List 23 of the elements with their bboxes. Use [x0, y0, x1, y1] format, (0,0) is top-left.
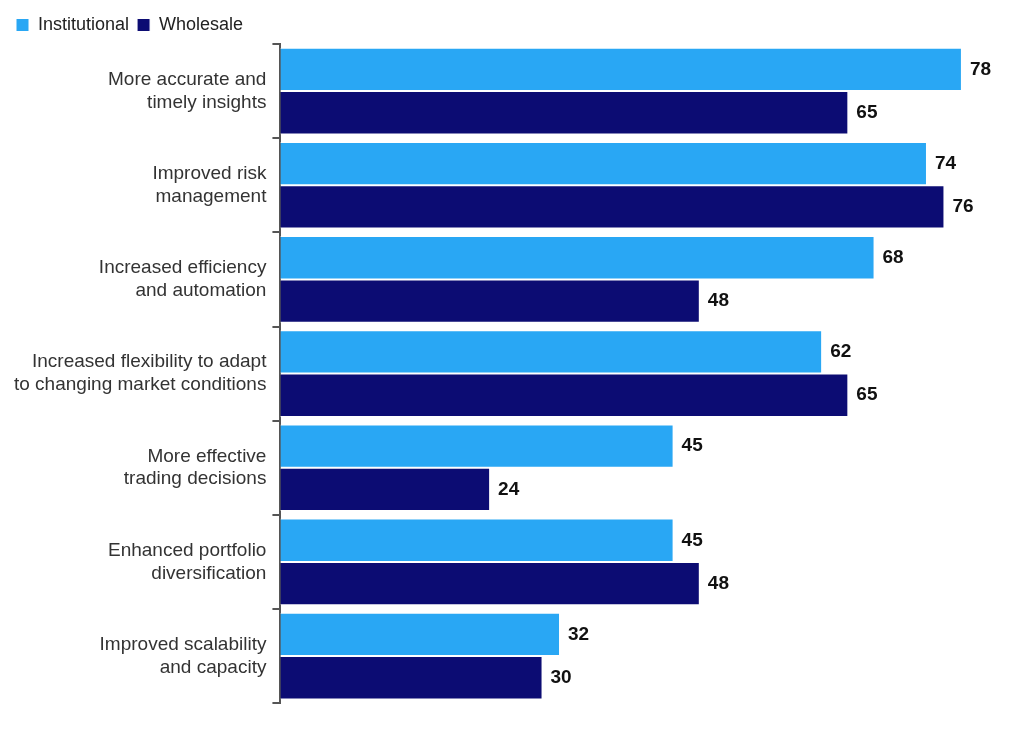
data-label: 24	[498, 477, 520, 499]
data-label: 48	[707, 571, 729, 593]
legend-label: Institutional	[38, 13, 130, 34]
legend-label: Wholesale	[159, 13, 244, 34]
data-label: 30	[550, 666, 572, 688]
y-tick-label: Increased efficiency and automation	[98, 256, 267, 301]
data-label: 62	[830, 340, 852, 362]
data-label: 48	[707, 289, 729, 311]
y-tick-label: More effective trading decisions	[123, 444, 267, 489]
data-label: 68	[882, 246, 904, 267]
data-label: 45	[681, 434, 704, 456]
data-label: 45	[681, 528, 704, 550]
y-tick-label: Enhanced portfolio diversification	[107, 538, 267, 583]
y-tick-label: Increased flexibility to adapt to changing market conditions	[13, 350, 268, 395]
data-label: 32	[568, 622, 590, 644]
y-tick-label: Improved risk management	[152, 162, 268, 206]
data-label: 65	[856, 383, 878, 405]
data-label: 74	[934, 151, 957, 173]
data-label: 78	[969, 57, 992, 79]
y-tick-label: Improved scalability and capacity	[99, 632, 267, 677]
y-tick-label: More accurate and timely insights	[108, 67, 267, 112]
data-label: 76	[952, 195, 974, 217]
data-label: 65	[856, 100, 878, 122]
